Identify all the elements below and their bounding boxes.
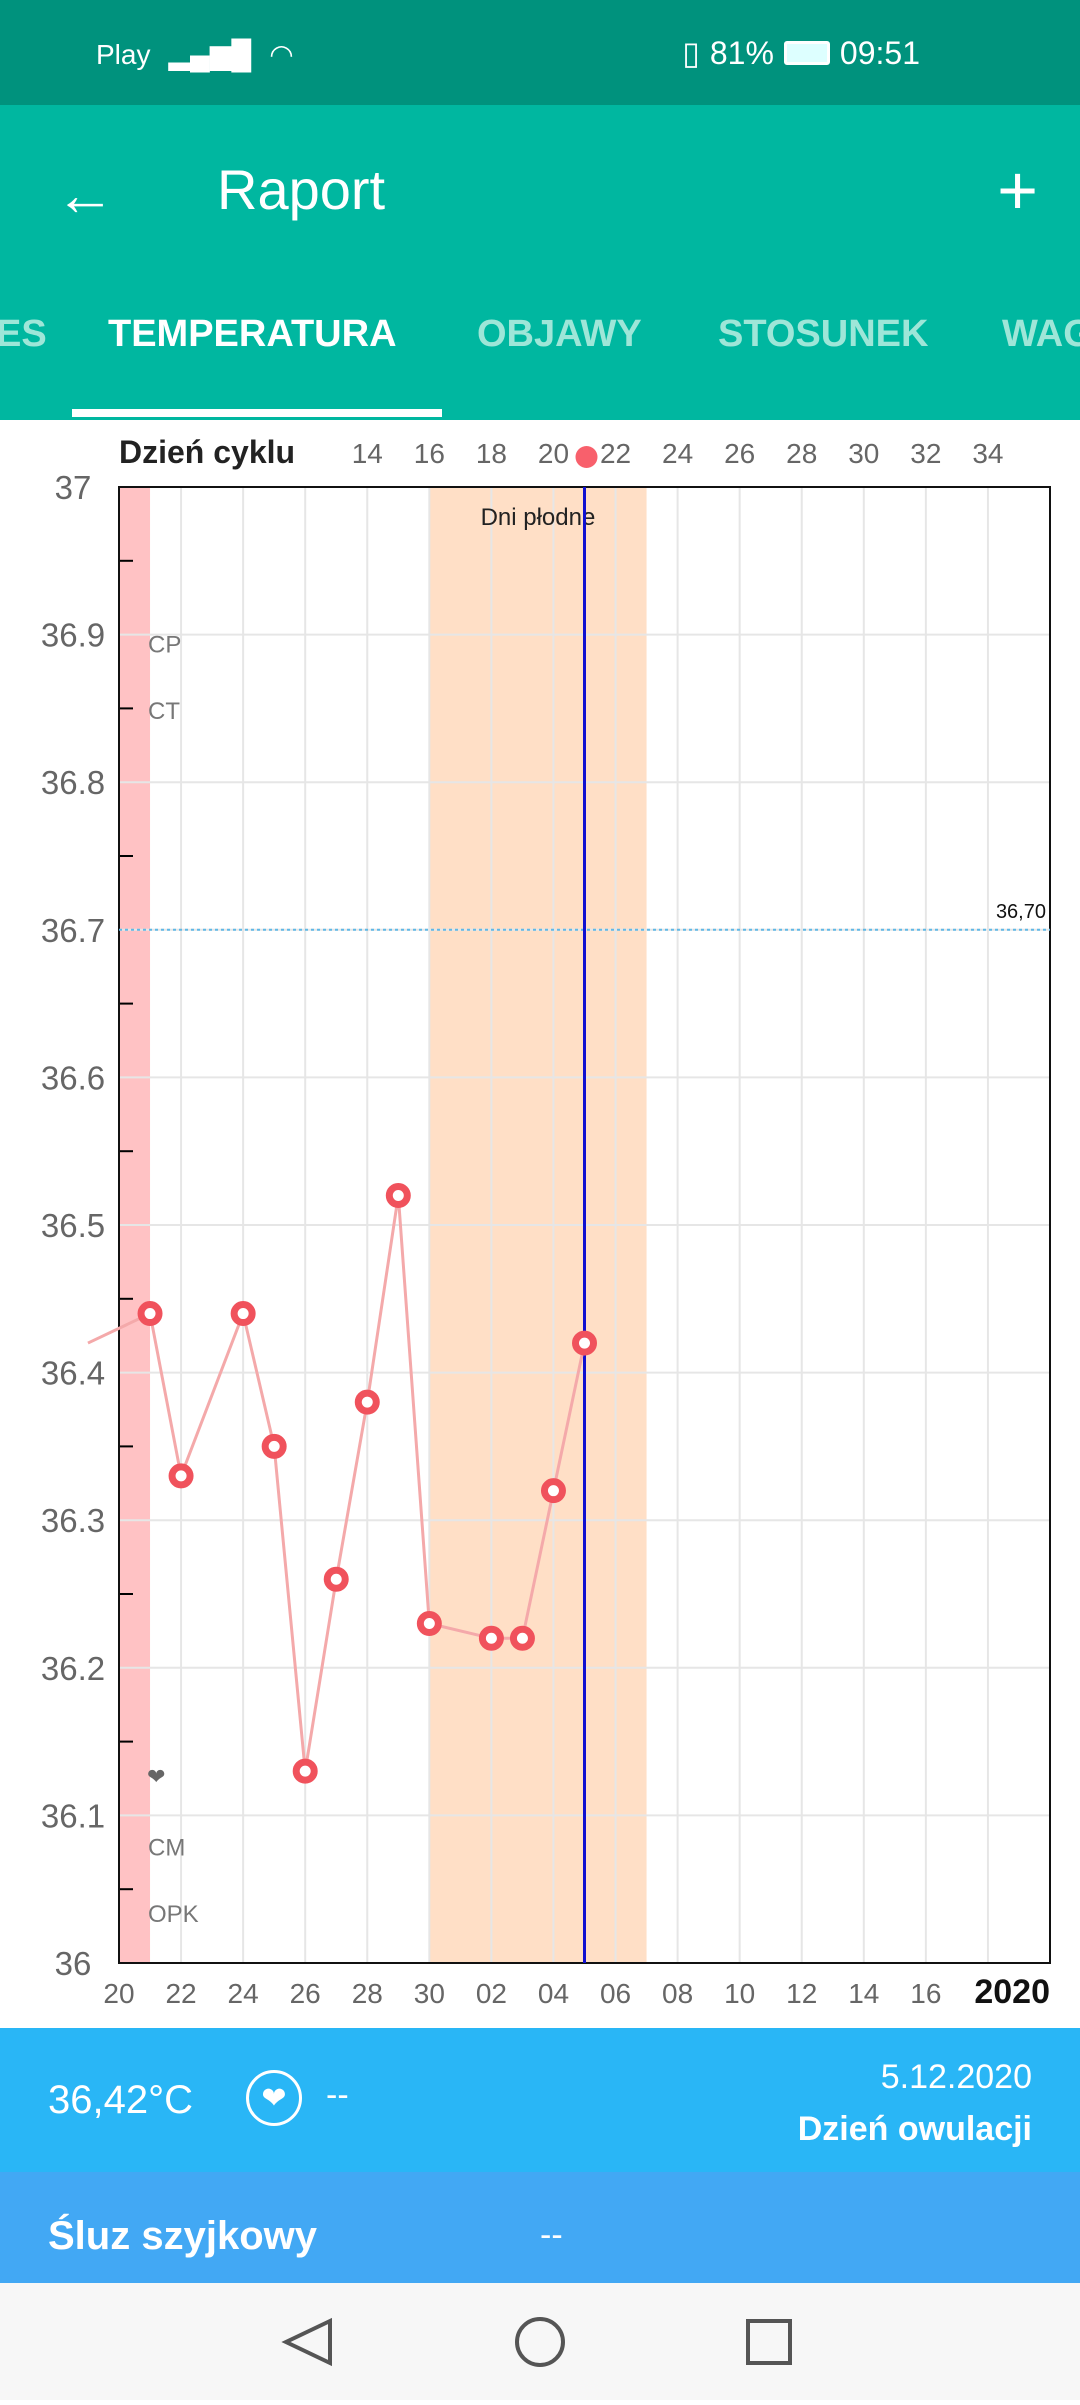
cycle-day-label: 24: [662, 438, 693, 469]
date-label: 30: [414, 1978, 445, 2009]
date-label: 24: [228, 1978, 259, 2009]
y-tick-label: 36.6: [41, 1059, 105, 1096]
mucus-value: --: [540, 2216, 563, 2254]
tab-previous[interactable]: ES: [0, 313, 47, 355]
vibrate-icon: ▯: [682, 35, 700, 71]
y-tick-label: 36.3: [41, 1502, 105, 1539]
date-label: 28: [352, 1978, 383, 2009]
cycle-day-label: 32: [910, 438, 941, 469]
carrier: Play: [96, 38, 151, 70]
ovulation-marker: [575, 446, 598, 468]
fertile-label: Dni płodne: [481, 504, 596, 531]
row-label: CP: [148, 632, 181, 659]
temperature-point: [323, 1566, 349, 1592]
y-tick-label: 36: [55, 1945, 92, 1982]
y-tick-label: 36.7: [41, 912, 105, 949]
date-label: 22: [165, 1978, 196, 2009]
mucus-row[interactable]: Śluz szyjkowy --: [0, 2172, 1080, 2283]
temperature-point: [540, 1478, 566, 1504]
temperature-chart[interactable]: 36,70 Dni płodne 37 36.9 36.8 36.7 36.6 36.5 36.…: [0, 420, 1080, 2028]
y-tick-label: 36.5: [41, 1207, 105, 1244]
temperature-point: [354, 1389, 380, 1415]
temperature-point: [572, 1330, 597, 1356]
y-tick-label: 36.8: [41, 764, 105, 801]
date-label: 08: [662, 1978, 693, 2009]
date-label: 02: [476, 1978, 507, 2009]
temperature-value: 36,42°C: [48, 2078, 193, 2122]
cycle-day-label: 28: [786, 438, 817, 469]
navigation-bar: [0, 2283, 1080, 2400]
cycle-day-label: 34: [972, 438, 1003, 469]
temperature-point: [261, 1433, 287, 1459]
nav-recents-icon[interactable]: [746, 2319, 792, 2365]
tab-stosunek[interactable]: STOSUNEK: [718, 313, 929, 355]
y-tick-label: 36.9: [41, 617, 105, 654]
temperature-point: [416, 1611, 442, 1637]
tab-waga[interactable]: WAG: [1002, 313, 1080, 355]
date-label: 14: [848, 1978, 879, 2009]
tab-objawy[interactable]: OBJAWY: [477, 313, 642, 355]
cycle-day-label: 22: [600, 438, 631, 469]
cycle-day-label: 20: [538, 438, 569, 469]
tab-indicator: [72, 409, 442, 417]
selected-date: 5.12.2020: [880, 2058, 1032, 2096]
battery-icon: [783, 41, 830, 65]
cycle-day-label: 16: [414, 438, 445, 469]
temperature-point: [478, 1625, 504, 1651]
intercourse-value: --: [326, 2076, 349, 2114]
heart-icon[interactable]: ❤: [246, 2070, 302, 2126]
cycle-day-label: 18: [476, 438, 507, 469]
date-label: 12: [786, 1978, 817, 2009]
temperature-point: [292, 1758, 318, 1784]
cycle-day-label: 30: [848, 438, 879, 469]
row-label: OPK: [148, 1901, 199, 1928]
cycle-day-label: 14: [352, 438, 383, 469]
app-bar: ← Raport + ES TEMPERATURA OBJAWY STOSUNE…: [0, 105, 1080, 420]
battery-percent: 81%: [709, 34, 774, 71]
nav-home-icon[interactable]: [515, 2317, 565, 2367]
add-icon[interactable]: +: [997, 151, 1038, 229]
page-title: Raport: [217, 158, 386, 221]
wifi-icon: ◠: [269, 39, 294, 70]
row-label: CT: [148, 698, 180, 725]
temperature-point: [137, 1301, 163, 1327]
year-label: 2020: [974, 1973, 1050, 2011]
temperature-point: [230, 1301, 256, 1327]
y-tick-label: 36.1: [41, 1797, 105, 1834]
mucus-label: Śluz szyjkowy: [48, 2214, 317, 2258]
y-tick-label: 36.4: [41, 1355, 105, 1392]
temperature-point: [385, 1182, 411, 1208]
top-axis-title: Dzień cyklu: [119, 434, 295, 470]
day-status: Dzień owulacji: [797, 2110, 1032, 2148]
clock: 09:51: [839, 34, 920, 71]
date-label: 16: [910, 1978, 941, 2009]
back-arrow-icon[interactable]: ←: [55, 161, 115, 228]
y-tick-label: 36.2: [41, 1650, 105, 1687]
signal-icon: ▂▄▆█: [168, 39, 252, 70]
date-label: 06: [600, 1978, 631, 2009]
nav-back-icon[interactable]: [281, 2317, 332, 2367]
date-label: 04: [538, 1978, 569, 2009]
intercourse-heart-icon: ❤: [147, 1764, 165, 1789]
row-label: CM: [148, 1835, 185, 1862]
temperature-point: [509, 1625, 535, 1651]
threshold-label: 36,70: [996, 901, 1046, 923]
temperature-point: [168, 1463, 194, 1489]
date-label: 26: [290, 1978, 321, 2009]
cycle-day-label: 26: [724, 438, 755, 469]
tab-temperatura[interactable]: TEMPERATURA: [108, 313, 397, 355]
status-bar: Play ▂▄▆█ ◠ ▯ 81% 09:51: [0, 0, 1080, 105]
date-label: 20: [103, 1978, 134, 2009]
date-label: 10: [724, 1978, 755, 2009]
y-tick-label: 37: [55, 469, 92, 506]
day-info-panel: 36,42°C ❤ -- 5.12.2020 Dzień owulacji: [0, 2028, 1080, 2172]
